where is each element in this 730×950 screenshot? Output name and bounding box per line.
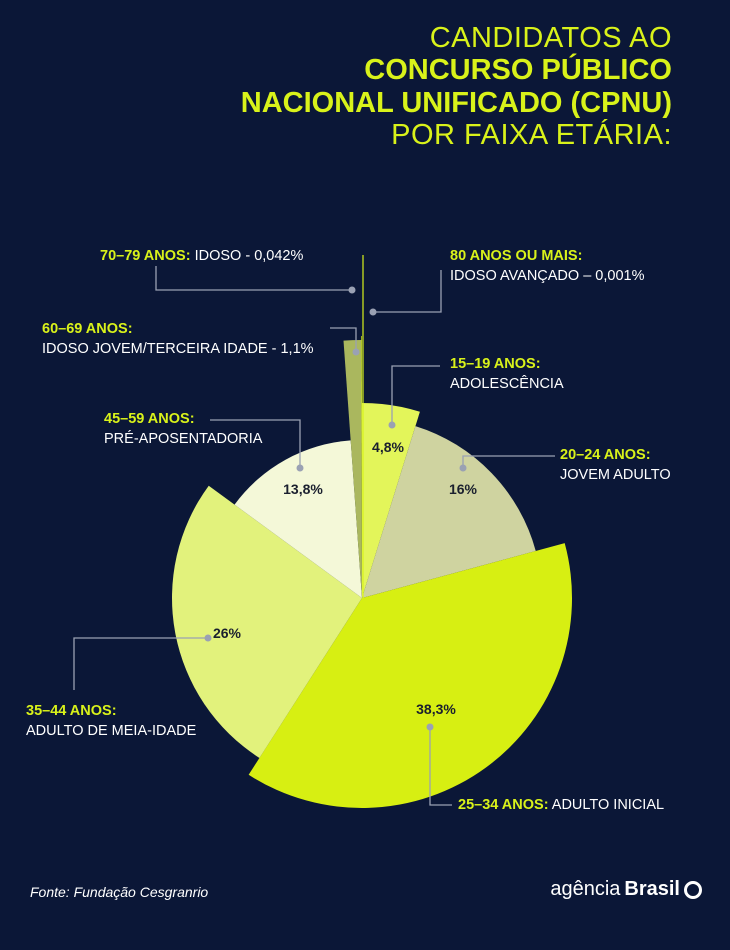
leader-70-79 <box>155 266 352 291</box>
label-45-59: 45–59 ANOS: PRÉ-APOSENTADORIA <box>104 410 262 449</box>
label-80-range: 80 ANOS OU MAIS: <box>450 248 583 264</box>
label-45-59-desc: PRÉ-APOSENTADORIA <box>104 430 263 447</box>
label-35-44-range: 35–44 ANOS: <box>26 703 117 719</box>
pie-slice-20_24 <box>362 426 536 598</box>
title-line-1: CANDIDATOS AO <box>429 22 672 54</box>
label-20-24-desc: JOVEM ADULTO <box>560 466 671 483</box>
label-45-59-range: 45–59 ANOS: <box>104 411 195 427</box>
value-label-20_24: 16% <box>449 481 478 497</box>
leader-80-dot <box>369 308 377 316</box>
chart-title: CANDIDATOS AO CONCURSO PÚBLICO NACIONAL … <box>241 22 672 152</box>
value-label-15_19: 4,8% <box>372 439 404 455</box>
label-70-79: 70–79 ANOS: IDOSO - 0,042% <box>100 247 303 267</box>
label-20-24: 20–24 ANOS: JOVEM ADULTO <box>560 446 671 485</box>
leader-80 <box>373 270 442 313</box>
leader-35-44-dot <box>204 634 212 642</box>
title-line-4: POR FAIXA ETÁRIA: <box>391 119 672 152</box>
leader-15-19 <box>391 365 440 425</box>
label-25-34-range: 25–34 ANOS: <box>458 797 549 813</box>
label-35-44: 35–44 ANOS: ADULTO DE MEIA-IDADE <box>26 702 196 741</box>
pie-slice-60_69 <box>343 340 362 598</box>
leader-35-44 <box>73 637 208 690</box>
label-15-19-desc: ADOLESCÊNCIA <box>450 375 564 392</box>
value-label-25_34: 38,3% <box>416 701 456 717</box>
leader-70-79-dot <box>348 286 356 294</box>
pie-slice-35_44 <box>171 485 362 758</box>
pie-slice-15_19 <box>362 403 420 598</box>
logo-text-bold: Brasil <box>624 878 680 900</box>
source-note: Fonte: Fundação Cesgranrio <box>30 884 209 900</box>
leader-20-24-dot <box>459 464 467 472</box>
logo-circle-icon <box>684 880 702 899</box>
label-60-69-desc: IDOSO JOVEM/TERCEIRA IDADE - 1,1% <box>42 340 314 357</box>
pie-slice-25_34 <box>248 543 572 808</box>
title-line-2: CONCURSO PÚBLICO <box>364 54 672 87</box>
label-35-44-desc: ADULTO DE MEIA-IDADE <box>26 722 197 739</box>
leader-45-59 <box>210 419 301 468</box>
label-60-69-range: 60–69 ANOS: <box>42 321 133 337</box>
label-80-desc: IDOSO AVANÇADO – 0,001% <box>450 267 645 284</box>
leader-60-69 <box>330 327 357 352</box>
label-70-79-range: 70–79 ANOS: <box>100 248 191 264</box>
title-line-3: NACIONAL UNIFICADO (CPNU) <box>240 86 672 119</box>
leader-25-34 <box>429 727 452 806</box>
value-label-45_59: 13,8% <box>283 481 323 497</box>
value-label-35_44: 26% <box>213 625 242 641</box>
leader-20-24 <box>462 455 555 468</box>
leader-60-69-dot <box>352 348 360 356</box>
logo-text-light: agência <box>550 878 621 900</box>
label-80-plus: 80 ANOS OU MAIS: IDOSO AVANÇADO – 0,001% <box>450 247 644 286</box>
leader-15-19-dot <box>388 421 396 429</box>
label-60-69: 60–69 ANOS: IDOSO JOVEM/TERCEIRA IDADE -… <box>42 320 314 359</box>
pie-slice-45_59 <box>234 440 362 598</box>
pie-slice-70_79 <box>361 336 362 598</box>
label-15-19-range: 15–19 ANOS: <box>450 356 541 372</box>
label-25-34-desc: ADULTO INICIAL <box>551 797 665 813</box>
label-70-79-desc: IDOSO - 0,042% <box>194 248 304 264</box>
leader-25-34-dot <box>426 723 434 731</box>
label-15-19: 15–19 ANOS: ADOLESCÊNCIA <box>450 355 564 394</box>
leader-45-59-dot <box>296 464 304 472</box>
agencia-brasil-logo: agência Brasil <box>550 878 702 901</box>
label-20-24-range: 20–24 ANOS: <box>560 447 651 463</box>
label-25-34: 25–34 ANOS: ADULTO INICIAL <box>458 796 664 816</box>
